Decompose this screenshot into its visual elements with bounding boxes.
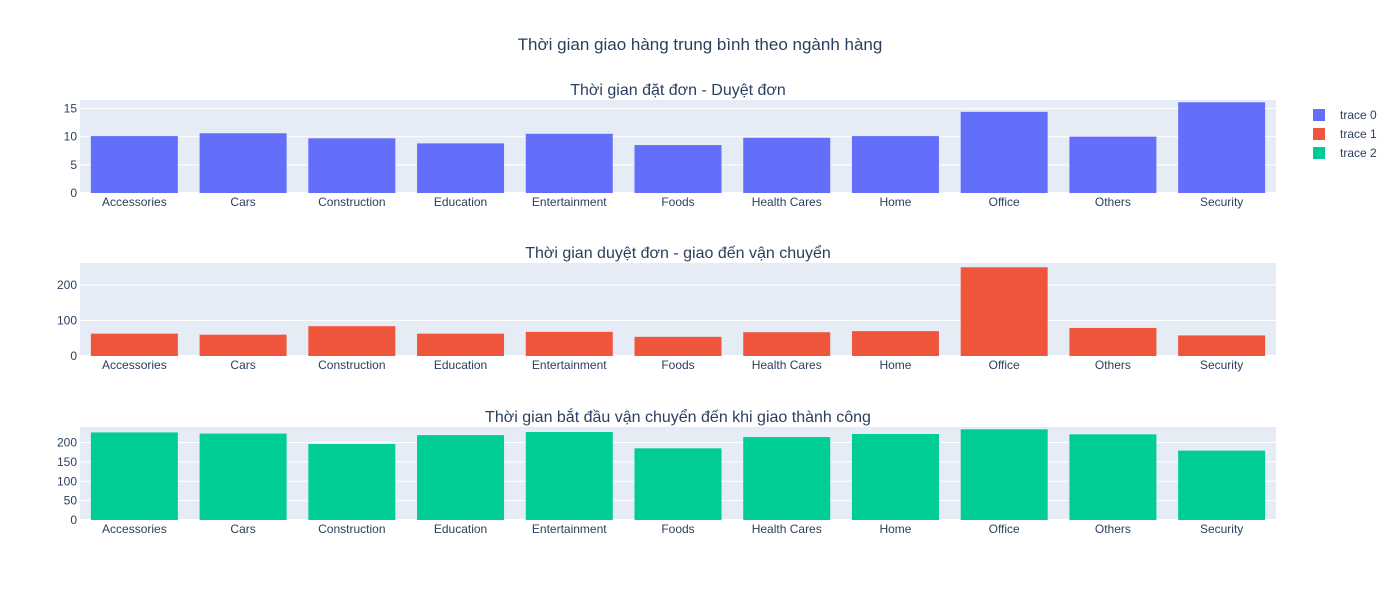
bar-others [1069,136,1157,193]
legend-swatch [1313,128,1325,140]
bar-others [1069,434,1157,520]
x-tick-label: Foods [661,522,694,536]
x-tick-label: Security [1200,195,1243,209]
x-tick-label: Foods [661,195,694,209]
bar-office [960,429,1048,520]
x-tick-label: Others [1095,358,1131,372]
bar-security [1178,450,1266,520]
bar-foods [634,336,722,356]
y-tick-label: 200 [57,436,77,450]
bar-home [851,433,939,520]
subplot-title: Thời gian đặt đơn - Duyệt đơn [570,82,786,99]
x-tick-label: Security [1200,522,1243,536]
y-tick-label: 100 [57,474,77,488]
y-tick-label: 50 [64,494,78,508]
x-tick-label: Entertainment [532,358,607,372]
legend-swatch [1313,147,1325,159]
legend: trace 0 trace 1 trace 2 [1313,108,1377,160]
x-tick-label: Foods [661,358,694,372]
bar-construction [308,326,396,356]
x-tick-label: Construction [318,195,385,209]
bar-others [1069,327,1157,356]
subplot-title: Thời gian bắt đầu vận chuyển đến khi gia… [485,407,871,426]
bar-health-cares [743,332,831,356]
x-tick-label: Accessories [102,358,167,372]
y-tick-label: 200 [57,278,77,292]
x-tick-label: Cars [230,195,255,209]
bar-accessories [90,333,178,356]
bar-construction [308,444,396,520]
x-tick-label: Home [879,358,911,372]
bar-cars [199,334,287,356]
x-tick-label: Construction [318,522,385,536]
bar-education [417,435,505,520]
legend-label: trace 1 [1340,127,1377,141]
x-tick-label: Entertainment [532,522,607,536]
x-tick-label: Others [1095,522,1131,536]
y-tick-label: 0 [70,349,77,363]
bar-entertainment [525,331,613,356]
bar-foods [634,145,722,193]
x-tick-label: Education [434,522,487,536]
x-tick-label: Health Cares [752,195,822,209]
y-tick-label: 5 [70,158,77,172]
bar-home [851,136,939,193]
bar-office [960,111,1048,193]
bar-foods [634,448,722,520]
legend-swatch [1313,109,1325,121]
bar-accessories [90,432,178,520]
y-tick-label: 10 [64,130,78,144]
x-tick-label: Office [989,195,1020,209]
subplot-0: 0 5 10 15 Accessories Cars Construction Educati… [64,82,1276,209]
x-tick-label: Office [989,522,1020,536]
x-tick-label: Entertainment [532,195,607,209]
y-tick-label: 100 [57,314,77,328]
bar-construction [308,138,396,193]
bar-health-cares [743,137,831,193]
subplot-1: 0 100 200 Accessories Cars Construction Educat… [57,244,1276,372]
x-tick-label: Construction [318,358,385,372]
bar-health-cares [743,437,831,520]
subplot-title: Thời gian duyệt đơn - giao đến vận chuyể… [525,244,831,262]
bar-entertainment [525,133,613,193]
x-tick-label: Home [879,522,911,536]
subplot-2: 0 50 100 150 200 Accessories Cars Construction E… [57,407,1276,536]
x-tick-label: Accessories [102,522,167,536]
bar-entertainment [525,432,613,520]
x-tick-label: Health Cares [752,522,822,536]
y-tick-label: 0 [70,513,77,527]
x-tick-label: Office [989,358,1020,372]
x-tick-label: Security [1200,358,1243,372]
bar-accessories [90,136,178,193]
x-tick-label: Cars [230,522,255,536]
bar-cars [199,133,287,193]
bar-security [1178,102,1266,193]
legend-label: trace 0 [1340,108,1377,122]
bar-security [1178,335,1266,356]
legend-label: trace 2 [1340,146,1377,160]
bar-education [417,143,505,193]
x-tick-label: Health Cares [752,358,822,372]
subplots-group: 0 5 10 15 Accessories Cars Construction Educati… [57,82,1276,536]
y-tick-label: 15 [64,101,78,115]
x-tick-label: Education [434,358,487,372]
x-tick-label: Accessories [102,195,167,209]
y-tick-label: 150 [57,455,77,469]
y-tick-label: 0 [70,186,77,200]
x-tick-label: Others [1095,195,1131,209]
x-tick-label: Cars [230,358,255,372]
chart-title: Thời gian giao hàng trung bình theo ngàn… [518,35,883,54]
bar-cars [199,433,287,520]
x-tick-label: Education [434,195,487,209]
bar-office [960,267,1048,356]
x-tick-label: Home [879,195,911,209]
bar-education [417,333,505,356]
bar-home [851,331,939,356]
